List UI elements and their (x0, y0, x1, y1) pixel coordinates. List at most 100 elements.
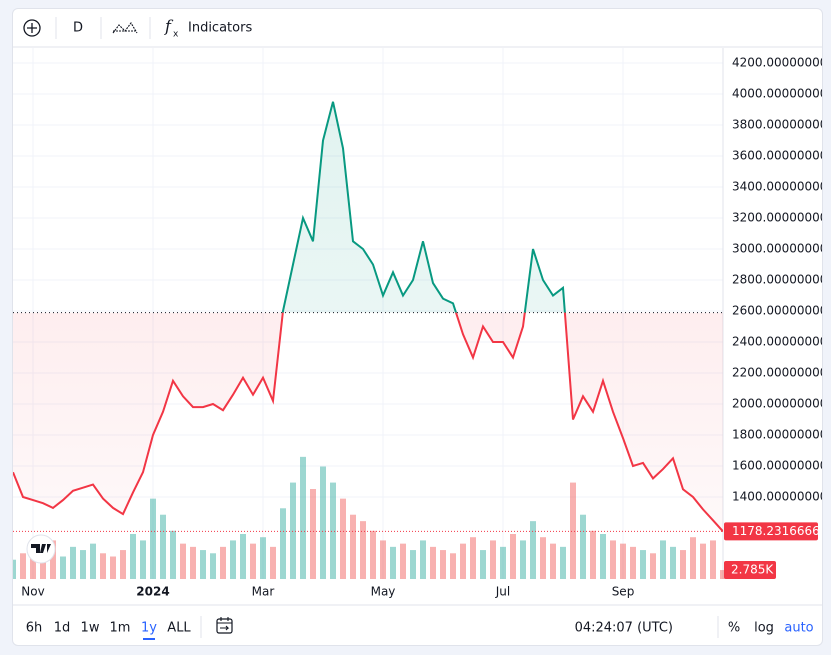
add-icon-plus (27, 23, 37, 33)
volume-bar (80, 550, 86, 579)
volume-bar (160, 514, 166, 579)
x-tick-label: Mar (252, 585, 275, 599)
volume-bar (320, 466, 326, 579)
range-button[interactable]: ALL (167, 621, 191, 636)
volume-bar (230, 540, 236, 579)
volume-bar (660, 540, 666, 579)
area-above (13, 101, 723, 313)
plot: 1400.00000000 1600.00000000 1800.00000000 2… (13, 48, 822, 599)
volume-bar (460, 543, 466, 579)
y-tick-label: 3800.00000000 (732, 118, 822, 132)
volume-bar (260, 537, 266, 579)
range-button[interactable]: 1d (54, 621, 71, 636)
volume-bar (270, 546, 276, 579)
y-tick-label: 3400.00000000 (732, 180, 822, 194)
volume-bar (650, 553, 656, 579)
range-button[interactable]: 1w (81, 621, 100, 636)
last-volume-label: 2.785K (731, 563, 774, 577)
y-tick-label: 3200.00000000 (732, 211, 822, 225)
volume-bar (430, 546, 436, 579)
y-tick-label: 1600.00000000 (732, 459, 822, 473)
y-tick-label: 1400.00000000 (732, 490, 822, 504)
x-tick-label: Sep (612, 585, 635, 599)
volume-bar (60, 556, 66, 579)
volume-bar (140, 540, 146, 579)
line-above (281, 101, 566, 313)
volume-bar (410, 550, 416, 579)
volume-bar (280, 508, 286, 579)
volume-bar (220, 546, 226, 579)
volume-bar (170, 530, 176, 579)
y-tick-label: 2600.00000000 (732, 304, 822, 318)
volume-bar (250, 543, 256, 579)
volume-bar (290, 482, 296, 579)
indicators-icon-x: x (173, 30, 179, 40)
volume-bar (310, 489, 316, 579)
volume-bar (470, 537, 476, 579)
logo-mark (31, 544, 51, 553)
volume-bar (20, 553, 26, 579)
last-price-badge (724, 522, 818, 541)
volume-bar (420, 540, 426, 579)
y-tick-label: 3600.00000000 (732, 149, 822, 163)
y-tick-label: 2800.00000000 (732, 273, 822, 287)
date-range-icon[interactable] (216, 617, 233, 634)
volume-bar (70, 546, 76, 579)
volume-bar (560, 546, 566, 579)
line-below (13, 312, 723, 533)
volume-bar (480, 550, 486, 579)
volume-bar (500, 546, 506, 579)
volume-bar (240, 534, 246, 579)
chart-type-icon[interactable] (112, 22, 138, 34)
chart-widget: D f x Indicators 1400.00000000 1600.00000… (12, 8, 823, 646)
volume-bar (690, 537, 696, 579)
volume-bar (600, 534, 606, 579)
range-button[interactable]: 6h (26, 621, 43, 636)
volume-bar (150, 498, 156, 579)
volume-bar (610, 540, 616, 579)
volume-bar (380, 540, 386, 579)
volume-bar (180, 543, 186, 579)
volume-bar (390, 546, 396, 579)
indicators-icon[interactable]: f (164, 17, 174, 36)
interval-button[interactable]: D (73, 21, 83, 36)
x-tick-label: May (371, 585, 396, 599)
volume-bar (50, 540, 56, 579)
volume-bar (570, 482, 576, 579)
volume-bar (700, 543, 706, 579)
volume-bar (620, 543, 626, 579)
auto-toggle[interactable]: auto (784, 621, 813, 636)
volume-bar (630, 546, 636, 579)
clock[interactable]: 04:24:07 (UTC) (575, 621, 673, 636)
volume-bar (640, 550, 646, 579)
last-volume-badge (724, 561, 776, 580)
calendar-detail (217, 617, 232, 631)
toolbar: D f x Indicators (13, 17, 822, 48)
volume-bar (450, 553, 456, 579)
volume-bar (520, 540, 526, 579)
volume-bar (590, 530, 596, 579)
y-tick-label: 4000.00000000 (732, 87, 822, 101)
volume-bar (670, 546, 676, 579)
y-tick-label: 3000.00000000 (732, 242, 822, 256)
volume-bar (40, 550, 46, 579)
percent-toggle[interactable]: % (728, 621, 740, 636)
volume-bar (110, 556, 116, 579)
volume-bar (300, 456, 306, 579)
log-toggle[interactable]: log (754, 621, 774, 636)
x-tick-label: Nov (21, 585, 44, 599)
calendar (216, 618, 233, 634)
volume-bar (580, 514, 586, 579)
volume-bar (90, 543, 96, 579)
volume-bar (360, 521, 366, 579)
volume-bar (130, 534, 136, 579)
range-button[interactable]: 1m (110, 621, 131, 636)
last-price-label: 1178.23166667 (732, 524, 822, 538)
add-icon[interactable] (23, 19, 41, 37)
range-button[interactable]: 1y (141, 621, 157, 636)
volume-bar (190, 546, 196, 579)
chart: D f x Indicators 1400.00000000 1600.00000… (13, 17, 822, 640)
volume-bar (30, 546, 36, 579)
indicators-button[interactable]: Indicators (188, 21, 252, 36)
